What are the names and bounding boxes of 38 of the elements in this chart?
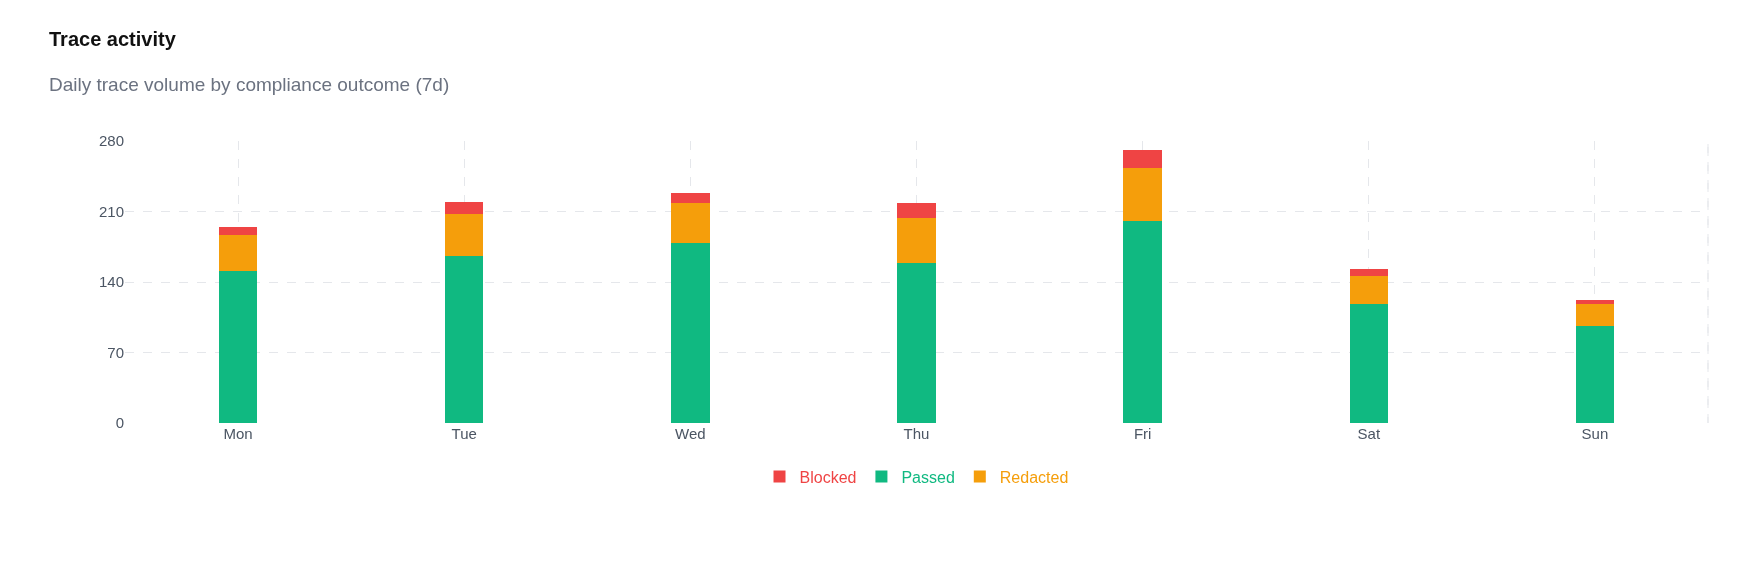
bar	[1349, 268, 1389, 276]
bar	[1575, 300, 1615, 305]
bar	[897, 203, 936, 218]
y-tick-label: 140	[98, 273, 124, 291]
x-tick-label: Mon	[223, 425, 253, 442]
y-tick-label: 280	[98, 132, 124, 150]
bar	[671, 242, 710, 423]
y-tick-label: 0	[115, 414, 124, 432]
legend-label: Blocked	[799, 468, 857, 486]
bar	[1123, 150, 1162, 169]
bar	[671, 203, 710, 243]
bar	[1349, 275, 1389, 305]
x-tick-label: Tue	[451, 425, 477, 442]
bar	[1575, 304, 1615, 327]
bar	[218, 226, 258, 235]
bar	[444, 202, 484, 214]
y-tick-label: 210	[98, 202, 124, 220]
bar	[1575, 326, 1615, 423]
x-tick-label: Sat	[1357, 425, 1381, 442]
bar	[218, 234, 258, 271]
x-tick-label: Sun	[1581, 425, 1609, 442]
bar	[1349, 304, 1389, 423]
x-tick-label: Thu	[903, 425, 930, 442]
legend-label: Passed	[901, 468, 955, 486]
bar	[897, 262, 936, 423]
chart-subtitle: Daily trace volume by compliance outcome (7d)	[49, 74, 450, 95]
bar	[218, 270, 258, 423]
bar	[1123, 220, 1162, 423]
x-tick-label: Wed	[675, 425, 706, 442]
x-tick-label: Fri	[1133, 425, 1152, 442]
bar	[1123, 168, 1162, 221]
bar	[444, 255, 484, 423]
chart-title: Trace activity	[49, 28, 177, 50]
y-tick-label: 70	[107, 343, 124, 361]
bar	[897, 217, 936, 263]
legend-label: Redacted	[999, 468, 1069, 486]
bar	[671, 193, 710, 204]
bar	[444, 213, 484, 256]
